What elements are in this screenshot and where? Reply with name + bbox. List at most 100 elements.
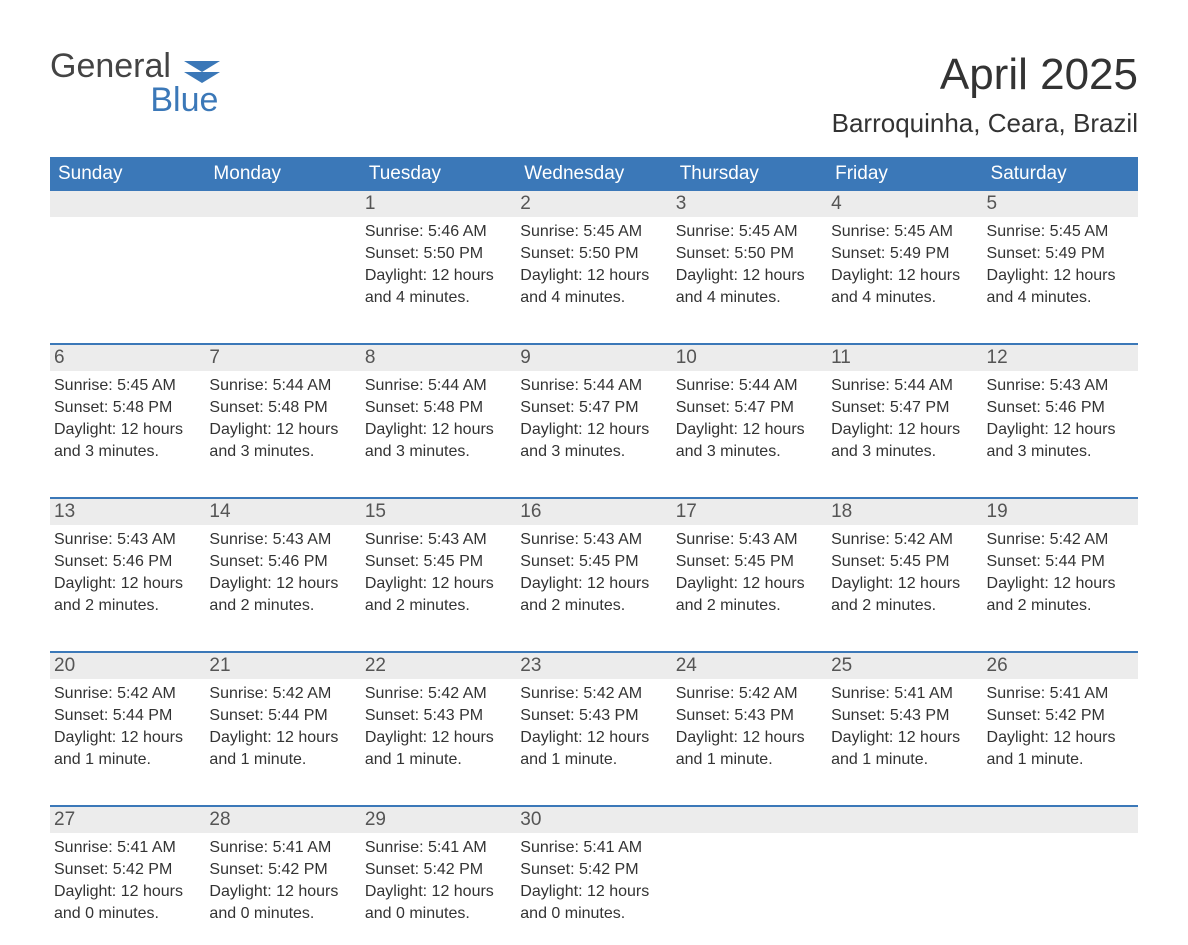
sunrise-text: Sunrise: 5:44 AM [209, 375, 350, 397]
sunrise-text: Sunrise: 5:41 AM [209, 837, 350, 859]
day-details: Sunrise: 5:45 AMSunset: 5:50 PMDaylight:… [672, 217, 827, 313]
day-number: 21 [205, 653, 360, 679]
daylight-text: Daylight: 12 hours and 0 minutes. [209, 881, 350, 925]
day-details: Sunrise: 5:42 AMSunset: 5:44 PMDaylight:… [205, 679, 360, 775]
sunrise-text: Sunrise: 5:42 AM [987, 529, 1128, 551]
daylight-text: Daylight: 12 hours and 4 minutes. [831, 265, 972, 309]
weekday-header: Saturday [983, 157, 1138, 191]
calendar-week-row: 27282930Sunrise: 5:41 AMSunset: 5:42 PMD… [50, 805, 1138, 945]
day-details: Sunrise: 5:42 AMSunset: 5:43 PMDaylight:… [516, 679, 671, 775]
day-number: 29 [361, 807, 516, 833]
sunset-text: Sunset: 5:42 PM [209, 859, 350, 881]
day-details [205, 217, 360, 225]
sunrise-text: Sunrise: 5:43 AM [676, 529, 817, 551]
day-number: 3 [672, 191, 827, 217]
day-body-strip: Sunrise: 5:46 AMSunset: 5:50 PMDaylight:… [50, 217, 1138, 329]
day-details: Sunrise: 5:44 AMSunset: 5:47 PMDaylight:… [516, 371, 671, 467]
calendar-day-cell: Sunrise: 5:42 AMSunset: 5:45 PMDaylight:… [827, 525, 982, 637]
sunset-text: Sunset: 5:48 PM [209, 397, 350, 419]
calendar-day-cell: Sunrise: 5:45 AMSunset: 5:48 PMDaylight:… [50, 371, 205, 483]
calendar-day-cell: Sunrise: 5:43 AMSunset: 5:46 PMDaylight:… [983, 371, 1138, 483]
day-number: 26 [983, 653, 1138, 679]
calendar-day-cell [50, 217, 205, 329]
daylight-text: Daylight: 12 hours and 3 minutes. [987, 419, 1128, 463]
page-title: April 2025 [832, 50, 1138, 100]
day-details: Sunrise: 5:45 AMSunset: 5:50 PMDaylight:… [516, 217, 671, 313]
calendar-day-cell: Sunrise: 5:45 AMSunset: 5:49 PMDaylight:… [983, 217, 1138, 329]
weekday-header: Monday [205, 157, 360, 191]
calendar-day-cell: Sunrise: 5:43 AMSunset: 5:46 PMDaylight:… [50, 525, 205, 637]
calendar-day-cell [983, 833, 1138, 945]
sunrise-text: Sunrise: 5:41 AM [365, 837, 506, 859]
calendar-day-cell: Sunrise: 5:42 AMSunset: 5:44 PMDaylight:… [50, 679, 205, 791]
sunrise-text: Sunrise: 5:42 AM [54, 683, 195, 705]
sunset-text: Sunset: 5:47 PM [676, 397, 817, 419]
sunset-text: Sunset: 5:45 PM [520, 551, 661, 573]
calendar-day-cell: Sunrise: 5:41 AMSunset: 5:42 PMDaylight:… [516, 833, 671, 945]
day-details [50, 217, 205, 225]
sunrise-text: Sunrise: 5:46 AM [365, 221, 506, 243]
sunset-text: Sunset: 5:44 PM [209, 705, 350, 727]
day-details: Sunrise: 5:46 AMSunset: 5:50 PMDaylight:… [361, 217, 516, 313]
sunrise-text: Sunrise: 5:45 AM [520, 221, 661, 243]
sunset-text: Sunset: 5:42 PM [54, 859, 195, 881]
daylight-text: Daylight: 12 hours and 1 minute. [987, 727, 1128, 771]
daylight-text: Daylight: 12 hours and 2 minutes. [520, 573, 661, 617]
day-number-strip: 6789101112 [50, 345, 1138, 371]
sunset-text: Sunset: 5:48 PM [365, 397, 506, 419]
day-details [983, 833, 1138, 841]
daylight-text: Daylight: 12 hours and 4 minutes. [676, 265, 817, 309]
weekday-header: Friday [827, 157, 982, 191]
day-number [827, 807, 982, 811]
calendar-day-cell: Sunrise: 5:44 AMSunset: 5:47 PMDaylight:… [672, 371, 827, 483]
sunset-text: Sunset: 5:50 PM [676, 243, 817, 265]
daylight-text: Daylight: 12 hours and 2 minutes. [831, 573, 972, 617]
daylight-text: Daylight: 12 hours and 3 minutes. [365, 419, 506, 463]
day-number: 18 [827, 499, 982, 525]
day-details: Sunrise: 5:44 AMSunset: 5:47 PMDaylight:… [672, 371, 827, 467]
sunset-text: Sunset: 5:42 PM [365, 859, 506, 881]
sunset-text: Sunset: 5:42 PM [520, 859, 661, 881]
weekday-header: Wednesday [516, 157, 671, 191]
day-details: Sunrise: 5:41 AMSunset: 5:42 PMDaylight:… [361, 833, 516, 929]
day-details: Sunrise: 5:41 AMSunset: 5:42 PMDaylight:… [516, 833, 671, 929]
daylight-text: Daylight: 12 hours and 0 minutes. [520, 881, 661, 925]
day-details: Sunrise: 5:44 AMSunset: 5:47 PMDaylight:… [827, 371, 982, 467]
day-number: 9 [516, 345, 671, 371]
sunset-text: Sunset: 5:48 PM [54, 397, 195, 419]
day-body-strip: Sunrise: 5:43 AMSunset: 5:46 PMDaylight:… [50, 525, 1138, 637]
day-number: 30 [516, 807, 671, 833]
calendar-day-cell: Sunrise: 5:45 AMSunset: 5:50 PMDaylight:… [672, 217, 827, 329]
sunrise-text: Sunrise: 5:45 AM [831, 221, 972, 243]
daylight-text: Daylight: 12 hours and 4 minutes. [987, 265, 1128, 309]
sunset-text: Sunset: 5:42 PM [987, 705, 1128, 727]
daylight-text: Daylight: 12 hours and 4 minutes. [365, 265, 506, 309]
daylight-text: Daylight: 12 hours and 3 minutes. [676, 419, 817, 463]
calendar-day-cell: Sunrise: 5:42 AMSunset: 5:44 PMDaylight:… [205, 679, 360, 791]
sunrise-text: Sunrise: 5:43 AM [54, 529, 195, 551]
sunrise-text: Sunrise: 5:43 AM [209, 529, 350, 551]
title-block: April 2025 Barroquinha, Ceara, Brazil [832, 50, 1138, 139]
day-body-strip: Sunrise: 5:45 AMSunset: 5:48 PMDaylight:… [50, 371, 1138, 483]
day-number: 28 [205, 807, 360, 833]
day-details: Sunrise: 5:45 AMSunset: 5:49 PMDaylight:… [827, 217, 982, 313]
sunset-text: Sunset: 5:45 PM [676, 551, 817, 573]
sunset-text: Sunset: 5:50 PM [520, 243, 661, 265]
day-details: Sunrise: 5:42 AMSunset: 5:45 PMDaylight:… [827, 525, 982, 621]
daylight-text: Daylight: 12 hours and 1 minute. [365, 727, 506, 771]
calendar-day-cell: Sunrise: 5:44 AMSunset: 5:48 PMDaylight:… [205, 371, 360, 483]
daylight-text: Daylight: 12 hours and 0 minutes. [365, 881, 506, 925]
calendar-day-cell: Sunrise: 5:44 AMSunset: 5:47 PMDaylight:… [827, 371, 982, 483]
calendar-day-cell: Sunrise: 5:42 AMSunset: 5:43 PMDaylight:… [672, 679, 827, 791]
sunrise-text: Sunrise: 5:44 AM [520, 375, 661, 397]
daylight-text: Daylight: 12 hours and 1 minute. [520, 727, 661, 771]
calendar-week-row: 13141516171819Sunrise: 5:43 AMSunset: 5:… [50, 497, 1138, 637]
brand-general-text: General [50, 47, 171, 85]
day-number: 23 [516, 653, 671, 679]
calendar-week-row: 6789101112Sunrise: 5:45 AMSunset: 5:48 P… [50, 343, 1138, 483]
calendar-day-cell: Sunrise: 5:43 AMSunset: 5:45 PMDaylight:… [516, 525, 671, 637]
weekday-header: Thursday [672, 157, 827, 191]
day-number: 24 [672, 653, 827, 679]
header: General Blue April 2025 Barroquinha, Cea… [50, 50, 1138, 139]
sunset-text: Sunset: 5:46 PM [209, 551, 350, 573]
